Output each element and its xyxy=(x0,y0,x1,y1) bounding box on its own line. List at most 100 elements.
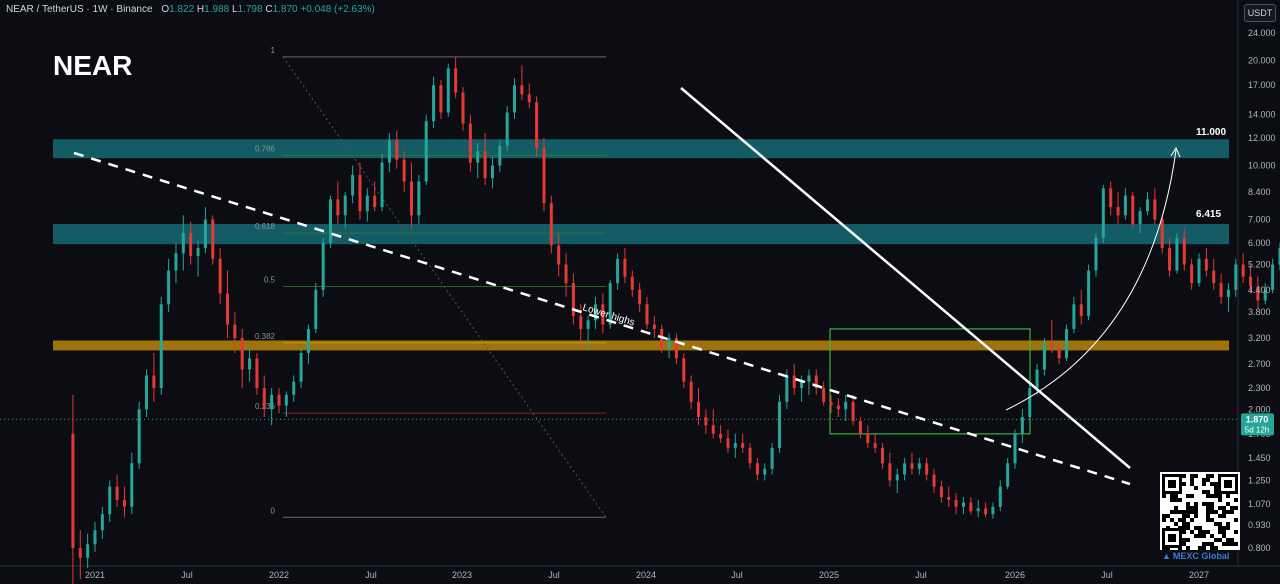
zone-1 xyxy=(53,223,1229,245)
y-tick-label: 14.000 xyxy=(1248,110,1276,120)
candle-body-147 xyxy=(1153,199,1157,220)
chart-title: NEAR xyxy=(53,50,133,81)
price-tag-value: 1.870 xyxy=(1246,414,1269,424)
candle-body-94 xyxy=(763,468,767,475)
candle-body-23 xyxy=(240,338,244,370)
candle-body-107 xyxy=(858,421,862,434)
y-tick-label: 0.800 xyxy=(1248,543,1271,553)
candle-body-19 xyxy=(211,219,215,259)
candle-body-158 xyxy=(1234,264,1238,290)
candle-body-51 xyxy=(446,68,450,113)
candle-body-30 xyxy=(292,381,296,395)
candle-body-33 xyxy=(314,289,318,329)
candle-body-28 xyxy=(277,394,281,406)
candle-body-31 xyxy=(299,352,303,382)
candle-body-41 xyxy=(373,195,377,208)
candle-body-53 xyxy=(461,92,465,124)
candle-body-155 xyxy=(1212,270,1216,284)
candle-body-88 xyxy=(719,433,723,439)
x-tick-label: Jul xyxy=(731,570,743,580)
candle-body-76 xyxy=(630,276,634,290)
y-tick-label: 0.930 xyxy=(1248,520,1271,530)
y-tick-label: 7.000 xyxy=(1248,215,1271,225)
candle-body-156 xyxy=(1219,283,1223,297)
candle-body-22 xyxy=(233,324,237,339)
fib-diagonal xyxy=(282,56,607,518)
x-tick-label: 2022 xyxy=(269,570,289,580)
x-tick-label: 2023 xyxy=(452,570,472,580)
candle-body-153 xyxy=(1197,258,1201,284)
candle-body-9 xyxy=(137,409,141,464)
candle-body-25 xyxy=(255,358,259,389)
candle-body-126 xyxy=(998,486,1002,507)
candle-body-106 xyxy=(851,401,855,422)
candle-body-43 xyxy=(387,140,391,163)
candle-body-95 xyxy=(770,447,774,469)
x-tick-label: 2025 xyxy=(819,570,839,580)
lower-highs-trendline xyxy=(73,151,1131,486)
candle-body-59 xyxy=(505,112,509,146)
y-tick-label: 4.400 xyxy=(1248,285,1271,295)
close-value: 1.870 xyxy=(272,4,298,15)
price-tag-countdown: 5d 12h xyxy=(1245,425,1269,434)
y-tick-label: 3.200 xyxy=(1248,333,1271,343)
x-tick-label: Jul xyxy=(1101,570,1113,580)
candle-body-27 xyxy=(270,394,274,410)
candle-body-104 xyxy=(836,405,840,410)
candle-body-72 xyxy=(601,304,605,325)
candle-body-145 xyxy=(1138,211,1142,224)
y-tick-label: 2.700 xyxy=(1248,359,1271,369)
y-tick-label: 6.000 xyxy=(1248,238,1271,248)
candle-body-85 xyxy=(697,401,701,418)
candle-body-162 xyxy=(1263,289,1267,301)
candle-body-115 xyxy=(917,463,921,469)
candle-body-164 xyxy=(1278,248,1280,265)
currency-button[interactable]: USDT xyxy=(1244,4,1276,22)
candle-body-54 xyxy=(468,123,472,163)
candle-body-148 xyxy=(1160,219,1164,249)
candle-body-154 xyxy=(1204,258,1208,271)
candle-body-16 xyxy=(189,233,193,257)
candle-body-131 xyxy=(1035,369,1039,389)
candle-body-32 xyxy=(306,328,310,353)
x-tick-label: Jul xyxy=(548,570,560,580)
y-tick-label: 8.400 xyxy=(1248,187,1271,197)
y-tick-label: 10.000 xyxy=(1248,161,1276,171)
candle-body-66 xyxy=(557,245,561,265)
y-tick-label: 1.070 xyxy=(1248,499,1271,509)
candle-body-97 xyxy=(785,375,789,402)
candle-body-12 xyxy=(159,304,163,389)
candle-body-101 xyxy=(814,375,818,389)
candle-body-138 xyxy=(1087,270,1091,317)
candle-body-110 xyxy=(881,447,885,464)
candle-body-3 xyxy=(93,530,97,545)
candle-body-118 xyxy=(939,486,943,498)
candle-body-52 xyxy=(454,68,458,93)
candle-body-157 xyxy=(1226,289,1230,297)
candle-body-36 xyxy=(336,199,340,216)
fib-label-1: 1 xyxy=(271,46,276,55)
candle-body-103 xyxy=(829,401,833,406)
candle-body-161 xyxy=(1256,286,1260,301)
candle-body-92 xyxy=(748,447,752,464)
fib-label-0.382: 0.382 xyxy=(255,332,276,341)
candle-body-18 xyxy=(203,219,207,249)
candle-body-83 xyxy=(682,358,686,382)
ohlc-readout: NEAR / TetherUS · 1W · Binance O1.822 H1… xyxy=(6,4,375,15)
candle-body-151 xyxy=(1182,237,1186,265)
candle-body-100 xyxy=(807,375,811,382)
candle-body-129 xyxy=(1020,417,1024,434)
candle-body-7 xyxy=(122,499,126,507)
candle-body-69 xyxy=(579,316,583,329)
candle-body-135 xyxy=(1065,328,1069,359)
descending-resistance-line xyxy=(680,87,1131,469)
candle-body-6 xyxy=(115,486,119,500)
price-tag xyxy=(1241,413,1274,436)
candle-body-77 xyxy=(638,289,642,305)
fib-label-0.618: 0.618 xyxy=(255,222,276,231)
candle-body-13 xyxy=(167,270,171,305)
candle-body-79 xyxy=(652,324,656,329)
candle-body-34 xyxy=(321,242,325,290)
candle-body-11 xyxy=(152,375,156,389)
